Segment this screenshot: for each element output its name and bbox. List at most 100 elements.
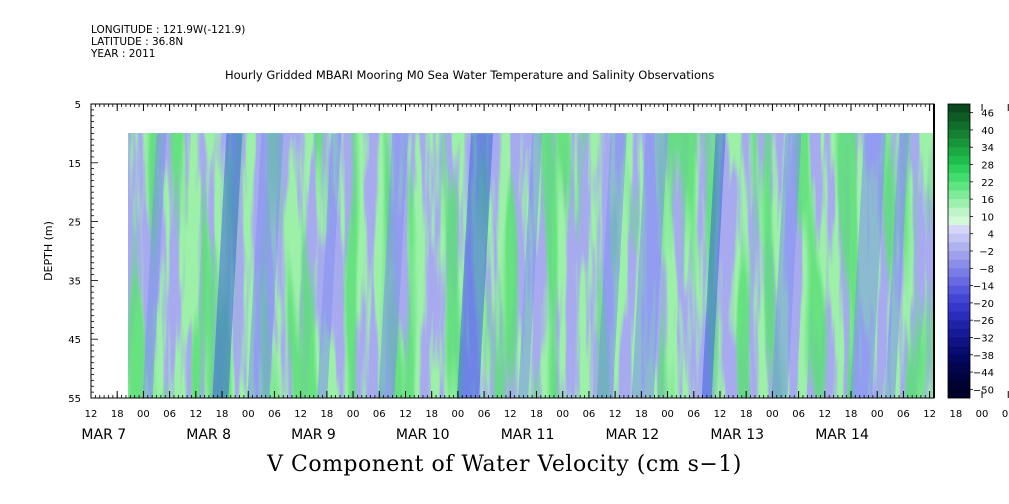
x-hour-label: 00 xyxy=(871,409,884,420)
colorbar-segment xyxy=(948,276,970,286)
field-blue-band xyxy=(212,133,243,398)
x-hour-label: 12 xyxy=(294,409,307,420)
x-hour-label: 06 xyxy=(478,409,491,420)
colorbar-segment xyxy=(948,207,970,217)
x-hour-label: 12 xyxy=(504,409,517,420)
x-hour-label: 06 xyxy=(268,409,281,420)
colorbar-segment xyxy=(948,216,970,226)
x-hour-label: 00 xyxy=(976,409,989,420)
field-blue-band xyxy=(596,133,627,398)
colorbar-segment xyxy=(948,380,970,390)
x-hour-label: 12 xyxy=(714,409,727,420)
colorbar-label: −20 xyxy=(973,299,994,310)
x-hour-label: 06 xyxy=(583,409,596,420)
plot-title: Hourly Gridded MBARI Mooring M0 Sea Wate… xyxy=(225,68,715,82)
colorbar-segment xyxy=(948,181,970,191)
x-hour-label: 18 xyxy=(740,409,753,420)
colorbar-label: 46 xyxy=(981,109,994,120)
colorbar-segment xyxy=(948,190,970,200)
x-hour-label: 12 xyxy=(818,409,831,420)
x-day-label: MAR 7 xyxy=(81,427,126,443)
latitude-label: LATITUDE : 36.8N xyxy=(91,36,184,48)
x-day-label: MAR 14 xyxy=(815,427,869,443)
field-blue-band xyxy=(457,133,494,398)
colorbar-segment xyxy=(948,337,970,347)
x-day-label: MAR 8 xyxy=(186,427,231,443)
y-axis-label: DEPTH (m) xyxy=(42,221,55,281)
colorbar-segment xyxy=(948,173,970,183)
x-hour-label: 00 xyxy=(556,409,569,420)
colorbar-label: −26 xyxy=(973,316,994,327)
colorbar-label: −38 xyxy=(973,351,994,362)
colorbar-label: 40 xyxy=(981,126,994,137)
colorbar-segment xyxy=(948,302,970,312)
colorbar-segment xyxy=(948,155,970,165)
colorbar-label: 28 xyxy=(981,161,994,172)
colorbar: 46 40 34 28 22 16 10 4 −2 −8 −14 −20 −26 −32 −38 −44 −50 xyxy=(947,103,994,399)
field-blue-band xyxy=(378,133,409,398)
x-hour-label: 12 xyxy=(189,409,202,420)
x-hour-label: 18 xyxy=(949,409,962,420)
x-day-label: MAR 13 xyxy=(710,427,764,443)
field-blue-band xyxy=(701,133,726,398)
colorbar-segment xyxy=(948,138,970,148)
colorbar-segment xyxy=(948,251,970,260)
colorbar-segment xyxy=(948,363,970,373)
colorbar-segment xyxy=(948,112,970,122)
x-hour-label: 12 xyxy=(85,409,98,420)
x-hour-label: 18 xyxy=(111,409,124,420)
colorbar-segment xyxy=(948,242,970,252)
y-tick-label: 35 xyxy=(68,276,81,287)
colorbar-segment xyxy=(948,285,970,295)
x-hour-label: 18 xyxy=(530,409,543,420)
field-blue-band xyxy=(142,133,167,398)
field-blue-bands xyxy=(142,133,910,398)
x-hour-label: 00 xyxy=(766,409,779,420)
field-blue-band xyxy=(631,133,668,398)
colorbar-label: 4 xyxy=(988,230,994,241)
colorbar-segment xyxy=(948,328,970,338)
x-hour-label: 06 xyxy=(897,409,910,420)
x-hour-label: 06 xyxy=(1002,409,1009,420)
colorbar-label: −50 xyxy=(973,385,994,396)
variable-title: V Component of Water Velocity (cm s−1) xyxy=(267,452,742,477)
location-metadata: LONGITUDE : 121.9W(-121.9) LATITUDE : 36… xyxy=(91,24,245,60)
colorbar-segment xyxy=(948,320,970,330)
colorbar-segment xyxy=(948,121,970,131)
colorbar-label: −2 xyxy=(979,247,994,258)
colorbar-segment xyxy=(948,259,970,269)
colorbar-segment xyxy=(948,346,970,356)
colorbar-segment xyxy=(948,268,970,278)
x-hour-label: 00 xyxy=(661,409,674,420)
x-hour-label: 00 xyxy=(137,409,150,420)
colorbar-label: −14 xyxy=(973,282,994,293)
colorbar-label: 22 xyxy=(981,178,994,189)
x-hour-label: 00 xyxy=(347,409,360,420)
y-tick-label: 15 xyxy=(68,159,81,170)
y-tick-label: 55 xyxy=(68,394,81,405)
x-axis-ticks: 12 18 00 06 12 18 00 06 12 18 00 06 12 18 00 06 12 18 00 06… xyxy=(81,104,1009,443)
colorbar-segment xyxy=(948,372,970,382)
field-blue-band xyxy=(885,133,910,398)
colorbar-label: −8 xyxy=(979,264,994,275)
x-hour-label: 12 xyxy=(609,409,622,420)
x-hour-label: 00 xyxy=(242,409,255,420)
heatmap-field xyxy=(128,133,934,398)
colorbar-segment xyxy=(948,104,970,113)
x-hour-label: 18 xyxy=(216,409,229,420)
y-tick-label: 5 xyxy=(75,100,81,111)
x-hour-label: 06 xyxy=(687,409,700,420)
x-day-label: MAR 12 xyxy=(606,427,660,443)
colorbar-segment xyxy=(948,225,970,235)
colorbar-segment xyxy=(948,389,970,399)
field-blue-band xyxy=(317,133,342,398)
colorbar-segment xyxy=(948,164,970,174)
colorbar-label: −44 xyxy=(973,368,994,379)
field-blue-band xyxy=(850,133,887,398)
x-hour-label: 06 xyxy=(163,409,176,420)
x-day-label: MAR 10 xyxy=(396,427,450,443)
colorbar-segment xyxy=(948,311,970,321)
colorbar-label: 10 xyxy=(981,212,994,223)
x-hour-label: 18 xyxy=(425,409,438,420)
